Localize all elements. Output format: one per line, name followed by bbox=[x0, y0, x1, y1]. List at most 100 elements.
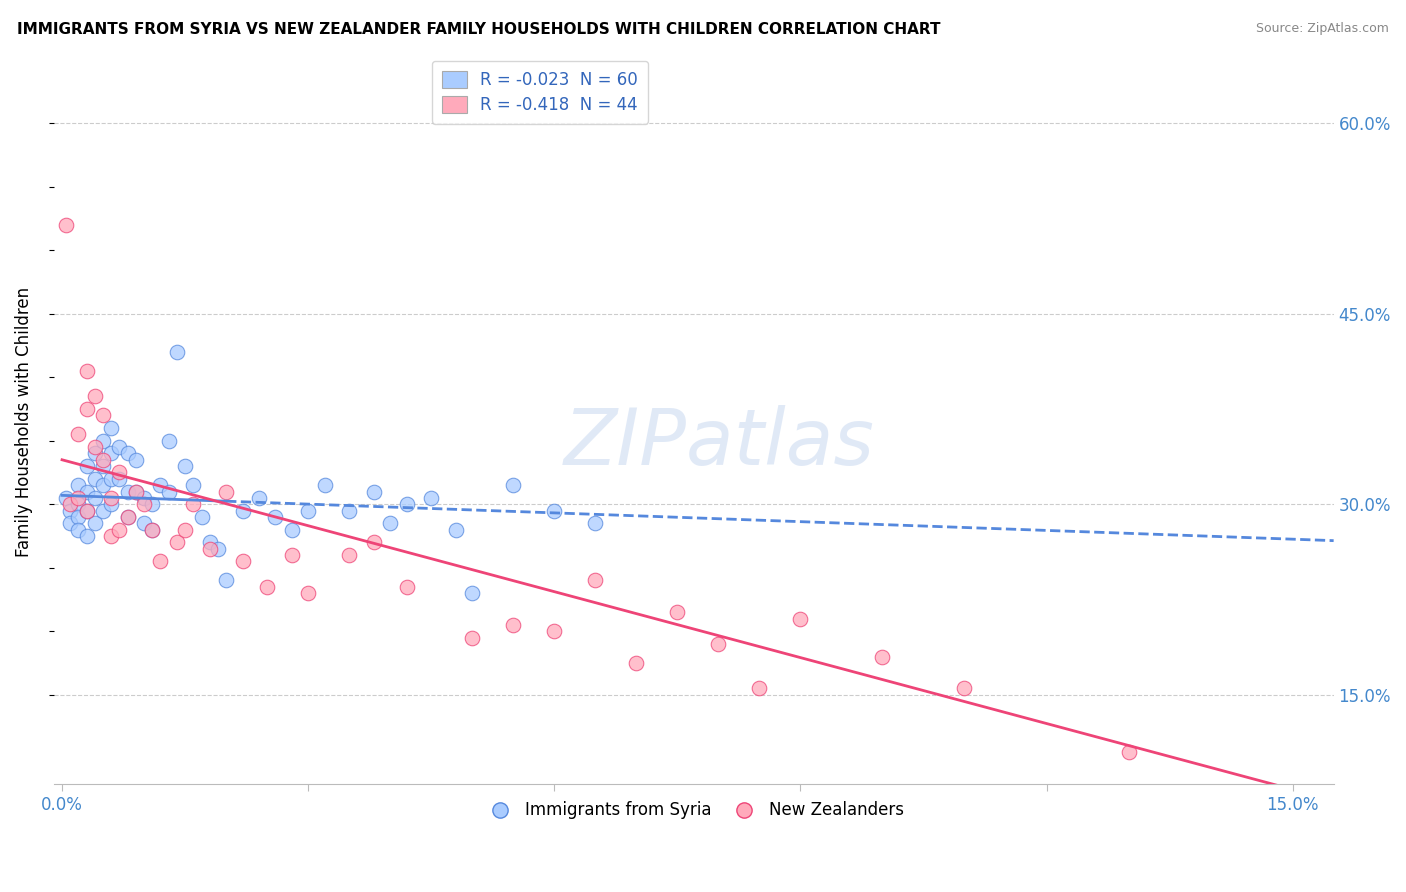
Point bbox=[132, 497, 155, 511]
Point bbox=[314, 478, 336, 492]
Point bbox=[83, 440, 105, 454]
Text: ZIPatlas: ZIPatlas bbox=[564, 405, 875, 482]
Point bbox=[83, 472, 105, 486]
Point bbox=[181, 497, 204, 511]
Point bbox=[76, 503, 98, 517]
Point bbox=[380, 516, 402, 531]
Point bbox=[125, 484, 148, 499]
Point bbox=[872, 649, 894, 664]
Point bbox=[141, 523, 163, 537]
Point bbox=[91, 459, 114, 474]
Point bbox=[117, 446, 139, 460]
Point bbox=[100, 529, 122, 543]
Legend: Immigrants from Syria, New Zealanders: Immigrants from Syria, New Zealanders bbox=[477, 795, 911, 826]
Point bbox=[132, 491, 155, 505]
Point bbox=[108, 466, 131, 480]
Point bbox=[59, 516, 82, 531]
Point bbox=[543, 503, 565, 517]
Point bbox=[626, 656, 648, 670]
Point bbox=[125, 452, 148, 467]
Point bbox=[67, 510, 90, 524]
Point bbox=[76, 459, 98, 474]
Point bbox=[100, 472, 122, 486]
Point bbox=[174, 523, 197, 537]
Point bbox=[231, 554, 253, 568]
Point bbox=[67, 523, 90, 537]
Point bbox=[91, 409, 114, 423]
Point bbox=[174, 459, 197, 474]
Point bbox=[141, 523, 163, 537]
Point bbox=[502, 618, 524, 632]
Point bbox=[264, 510, 287, 524]
Point bbox=[100, 491, 122, 505]
Point bbox=[363, 535, 385, 549]
Point bbox=[100, 497, 122, 511]
Point bbox=[281, 523, 304, 537]
Point bbox=[215, 574, 238, 588]
Point bbox=[363, 484, 385, 499]
Point bbox=[141, 497, 163, 511]
Point bbox=[117, 484, 139, 499]
Point bbox=[149, 478, 172, 492]
Point bbox=[67, 497, 90, 511]
Point bbox=[91, 478, 114, 492]
Point bbox=[83, 389, 105, 403]
Point bbox=[707, 637, 730, 651]
Point bbox=[395, 580, 418, 594]
Point bbox=[337, 503, 360, 517]
Point bbox=[420, 491, 443, 505]
Point bbox=[59, 497, 82, 511]
Point bbox=[76, 401, 98, 416]
Point bbox=[297, 586, 319, 600]
Point bbox=[256, 580, 278, 594]
Point bbox=[157, 484, 180, 499]
Point bbox=[100, 446, 122, 460]
Point bbox=[55, 491, 77, 505]
Point bbox=[76, 364, 98, 378]
Point bbox=[748, 681, 770, 696]
Point bbox=[59, 503, 82, 517]
Point bbox=[281, 548, 304, 562]
Point bbox=[166, 344, 188, 359]
Point bbox=[207, 541, 229, 556]
Point bbox=[67, 478, 90, 492]
Point bbox=[953, 681, 976, 696]
Point bbox=[67, 491, 90, 505]
Point bbox=[100, 421, 122, 435]
Point bbox=[1118, 745, 1140, 759]
Point bbox=[666, 605, 689, 619]
Point bbox=[83, 446, 105, 460]
Point bbox=[198, 541, 221, 556]
Y-axis label: Family Households with Children: Family Households with Children bbox=[15, 286, 32, 557]
Point bbox=[583, 516, 606, 531]
Point bbox=[132, 516, 155, 531]
Point bbox=[67, 427, 90, 442]
Point bbox=[108, 472, 131, 486]
Text: IMMIGRANTS FROM SYRIA VS NEW ZEALANDER FAMILY HOUSEHOLDS WITH CHILDREN CORRELATI: IMMIGRANTS FROM SYRIA VS NEW ZEALANDER F… bbox=[17, 22, 941, 37]
Point bbox=[125, 484, 148, 499]
Point bbox=[166, 535, 188, 549]
Point bbox=[91, 434, 114, 448]
Point bbox=[157, 434, 180, 448]
Point bbox=[149, 554, 172, 568]
Point bbox=[231, 503, 253, 517]
Point bbox=[117, 510, 139, 524]
Point bbox=[76, 484, 98, 499]
Point bbox=[55, 218, 77, 232]
Point bbox=[789, 611, 811, 625]
Point bbox=[91, 503, 114, 517]
Point bbox=[83, 516, 105, 531]
Point bbox=[190, 510, 212, 524]
Point bbox=[108, 440, 131, 454]
Point bbox=[543, 624, 565, 639]
Point bbox=[76, 503, 98, 517]
Point bbox=[83, 491, 105, 505]
Point bbox=[76, 529, 98, 543]
Point bbox=[444, 523, 467, 537]
Point bbox=[502, 478, 524, 492]
Text: Source: ZipAtlas.com: Source: ZipAtlas.com bbox=[1256, 22, 1389, 36]
Point bbox=[461, 586, 484, 600]
Point bbox=[297, 503, 319, 517]
Point bbox=[583, 574, 606, 588]
Point bbox=[395, 497, 418, 511]
